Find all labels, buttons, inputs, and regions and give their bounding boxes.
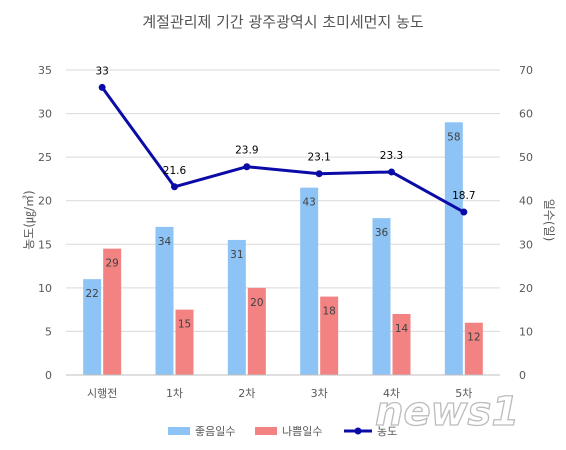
legend-label-bad-days: 나쁨일수	[282, 424, 322, 438]
legend-label-good-days: 좋음일수	[195, 424, 235, 438]
bar-good-days	[227, 239, 246, 375]
x-tick-label: 1차	[166, 387, 183, 400]
bar-bad-days	[464, 322, 483, 375]
legend-swatch-bad-days	[255, 427, 277, 435]
x-tick-label: 2차	[238, 387, 255, 400]
bar-good-days	[372, 218, 391, 375]
right-tick-label: 40	[519, 195, 533, 208]
right-tick-label: 70	[519, 64, 533, 77]
data-label-bad-days: 20	[250, 297, 263, 309]
left-tick-label: 0	[45, 369, 52, 382]
data-label-good-days: 43	[302, 197, 315, 209]
concentration-value-label: 21.6	[163, 165, 187, 177]
news1-watermark: news1	[375, 389, 519, 435]
bar-bad-days	[103, 248, 122, 375]
right-tick-label: 50	[519, 151, 533, 164]
concentration-value-label: 18.7	[452, 190, 475, 202]
bar-good-days	[300, 187, 319, 375]
right-tick-label: 30	[519, 238, 533, 251]
right-axis-label: 일수(일)	[542, 199, 556, 241]
data-label-bad-days: 15	[178, 319, 191, 331]
x-axis-ticks: 시행전 1차 2차 3차 4차 5차	[87, 387, 472, 400]
legend-marker-concentration	[354, 427, 362, 435]
data-label-bad-days: 14	[395, 323, 409, 335]
left-axis-ticks: 0 5 10 15 20 25 30 35	[38, 64, 52, 382]
x-tick-label: 3차	[311, 387, 328, 400]
legend-swatch-good-days	[168, 427, 190, 435]
bar-bad-days	[247, 287, 266, 375]
concentration-marker	[388, 168, 395, 176]
data-label-bad-days: 29	[105, 258, 118, 270]
bar-bad-days	[320, 296, 339, 375]
data-label-good-days: 31	[230, 249, 243, 261]
bar-data-labels: 22 29 34 15 31 20 43 18 36 14 58 12	[85, 131, 480, 343]
concentration-marker	[315, 170, 323, 178]
data-label-good-days: 34	[158, 236, 172, 248]
concentration-line-path	[100, 86, 465, 214]
data-label-good-days: 36	[375, 227, 389, 239]
left-tick-label: 20	[38, 195, 52, 208]
data-label-bad-days: 18	[322, 306, 335, 318]
concentration-line: 33 21.6 23.9 23.1 23.3 18.7	[95, 65, 476, 216]
legend: 좋음일수 나쁨일수 농도	[168, 424, 397, 438]
concentration-marker	[243, 163, 251, 171]
left-tick-label: 10	[38, 282, 52, 295]
right-tick-label: 60	[519, 108, 533, 121]
bar-series	[83, 122, 483, 376]
left-tick-label: 30	[38, 108, 52, 121]
concentration-marker	[171, 183, 178, 191]
x-tick-label: 시행전	[87, 387, 117, 400]
left-axis-label: 농도(㎍/㎥)	[22, 190, 36, 250]
right-tick-label: 0	[519, 369, 526, 382]
concentration-value-label: 23.3	[380, 150, 403, 162]
concentration-marker	[98, 83, 106, 91]
gridlines	[66, 69, 500, 332]
bar-bad-days	[392, 314, 411, 375]
bar-good-days	[83, 279, 102, 375]
data-label-good-days: 22	[85, 288, 98, 300]
data-label-bad-days: 12	[467, 332, 480, 344]
concentration-value-label: 23.9	[235, 145, 258, 157]
right-axis-ticks: 0 10 20 30 40 50 60 70	[519, 64, 533, 382]
concentration-value-label: 23.1	[307, 152, 330, 164]
legend-label-concentration: 농도	[377, 425, 397, 438]
left-tick-label: 15	[38, 238, 52, 251]
bar-bad-days	[175, 309, 194, 375]
x-tick-label: 4차	[383, 387, 400, 400]
right-tick-label: 10	[519, 325, 533, 338]
right-tick-label: 20	[519, 282, 533, 295]
data-label-good-days: 58	[447, 131, 460, 143]
bar-good-days	[444, 122, 463, 376]
chart-title: 계절관리제 기간 광주광역시 초미세먼지 농도	[142, 13, 423, 31]
left-tick-label: 5	[45, 325, 52, 338]
x-tick-label: 5차	[455, 387, 472, 400]
concentration-marker	[460, 208, 468, 216]
left-tick-label: 35	[38, 64, 52, 77]
concentration-value-label: 33	[95, 65, 108, 77]
left-tick-label: 25	[38, 151, 52, 164]
bar-good-days	[155, 226, 174, 375]
